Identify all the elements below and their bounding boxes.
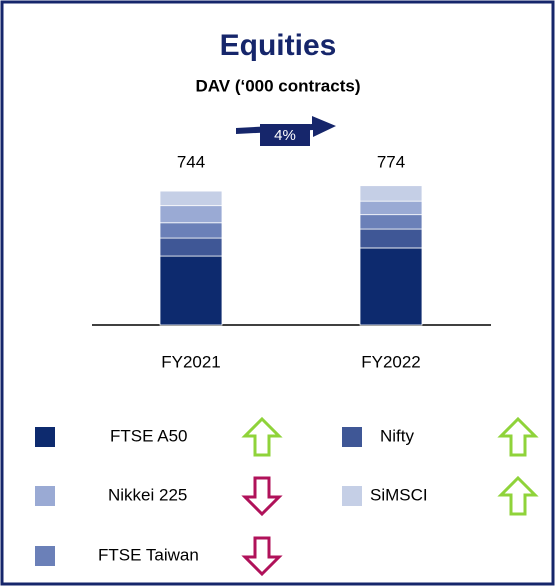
legend-swatch [342,427,362,447]
trend-arrow [497,475,539,516]
chart-title: Equities [220,29,337,62]
bar-segment [359,228,423,249]
x-tick-label: FY2021 [161,352,221,371]
growth-arrow: 4% [236,116,336,146]
bar-segment [159,190,223,207]
legend-label: SiMSCI [370,485,428,504]
trend-arrow [241,536,283,577]
legend-label: FTSE A50 [110,426,187,445]
x-tick-label: FY2022 [361,352,421,371]
bar-segment [159,222,223,239]
annotation-box [260,124,310,146]
trend-arrow [497,416,539,457]
legend-label: FTSE Taiwan [98,545,199,564]
bar-segment [359,200,423,216]
legend-swatch [35,486,55,506]
chart-subtitle: DAV (‘000 contracts) [195,76,360,95]
bar-segment [359,247,423,326]
trend-arrow [241,416,283,457]
bar-segment [359,214,423,230]
total-label: 744 [177,152,205,171]
legend-label: Nifty [380,426,415,445]
trend-arrow [241,476,283,517]
bar-segment [159,237,223,257]
bar-segment [359,185,423,202]
bar-segment [159,255,223,326]
legend-label: Nikkei 225 [108,485,187,504]
bar-segment [159,205,223,224]
total-label: 774 [377,152,405,171]
legend-swatch [35,546,55,566]
legend-swatch [35,427,55,447]
annotation: 4% [274,127,296,144]
legend-swatch [342,486,362,506]
